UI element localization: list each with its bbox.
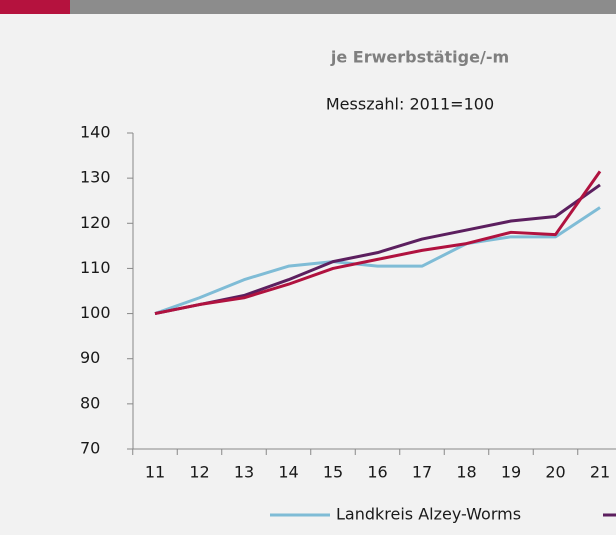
- x-tick-label: 18: [456, 463, 476, 482]
- top-accent: [0, 0, 70, 14]
- y-tick-label: 140: [80, 123, 111, 142]
- y-tick-label: 130: [80, 168, 111, 187]
- x-tick-label: 11: [145, 463, 165, 482]
- chart-subtitle: Messzahl: 2011=100: [326, 95, 494, 114]
- series-line: [154, 206, 601, 315]
- y-tick-label: 80: [80, 393, 100, 412]
- x-tick-label: 17: [412, 463, 432, 482]
- x-tick-label: 19: [501, 463, 521, 482]
- x-tick-label: 15: [323, 463, 343, 482]
- y-tick-label: 110: [80, 258, 111, 277]
- x-tick-label: 14: [278, 463, 298, 482]
- series-line: [154, 170, 602, 316]
- y-tick-label: 70: [80, 439, 100, 458]
- chart-title: je Erwerbstätige/-m: [330, 48, 509, 67]
- top-bar: [0, 0, 616, 14]
- x-tick-label: 16: [367, 463, 387, 482]
- x-tick-label: 12: [189, 463, 209, 482]
- x-tick-label: 21: [590, 463, 610, 482]
- y-tick-label: 90: [80, 348, 100, 367]
- series-line: [154, 183, 601, 316]
- y-tick-label: 120: [80, 213, 111, 232]
- x-tick-label: 13: [234, 463, 254, 482]
- x-tick-label: 20: [545, 463, 565, 482]
- legend-label: Landkreis Alzey-Worms: [336, 505, 521, 524]
- y-tick-label: 100: [80, 303, 111, 322]
